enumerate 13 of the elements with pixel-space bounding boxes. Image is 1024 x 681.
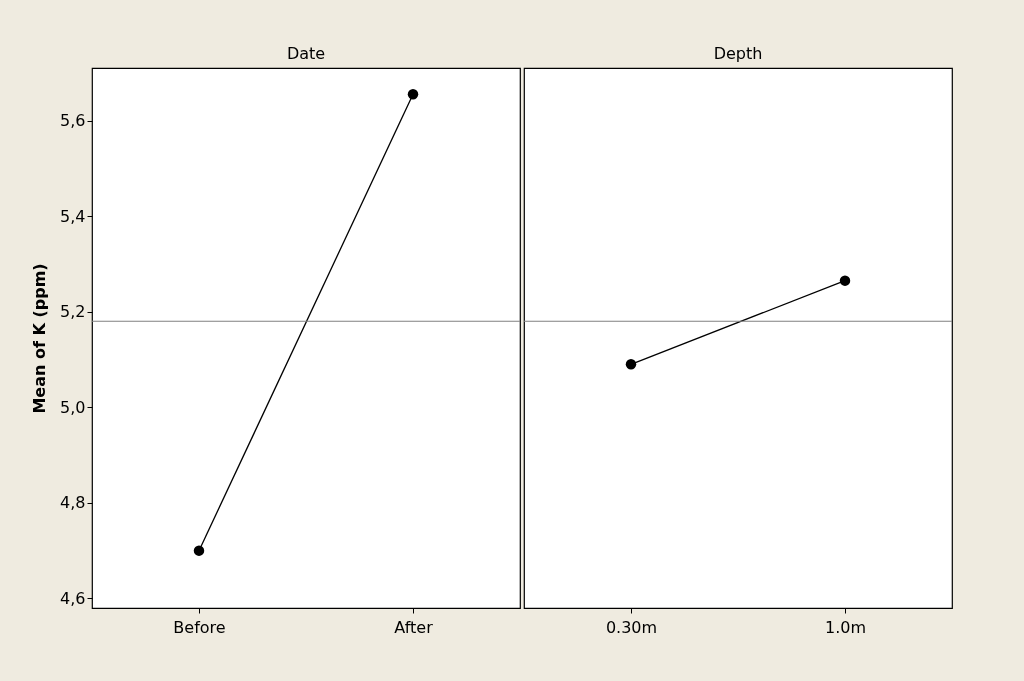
y-tick-label: 4,8 (60, 493, 86, 513)
y-tick-label: 5,6 (60, 111, 86, 131)
y-tick-label: 5,2 (60, 302, 86, 322)
chart-title: Date (286, 44, 326, 63)
y-axis-title: Mean of K (ppm) (30, 263, 50, 414)
x-tick-label: 0.30m (605, 617, 658, 637)
y-tick-label: 5,4 (60, 206, 86, 226)
y-tick-label: 4,6 (60, 588, 86, 608)
x-tick-label: After (394, 617, 434, 637)
chart-title: Depth (713, 44, 763, 63)
y-tick-label: 5,0 (60, 397, 86, 417)
x-tick-label: 1.0m (824, 617, 867, 637)
x-tick-label: Before (173, 617, 226, 637)
